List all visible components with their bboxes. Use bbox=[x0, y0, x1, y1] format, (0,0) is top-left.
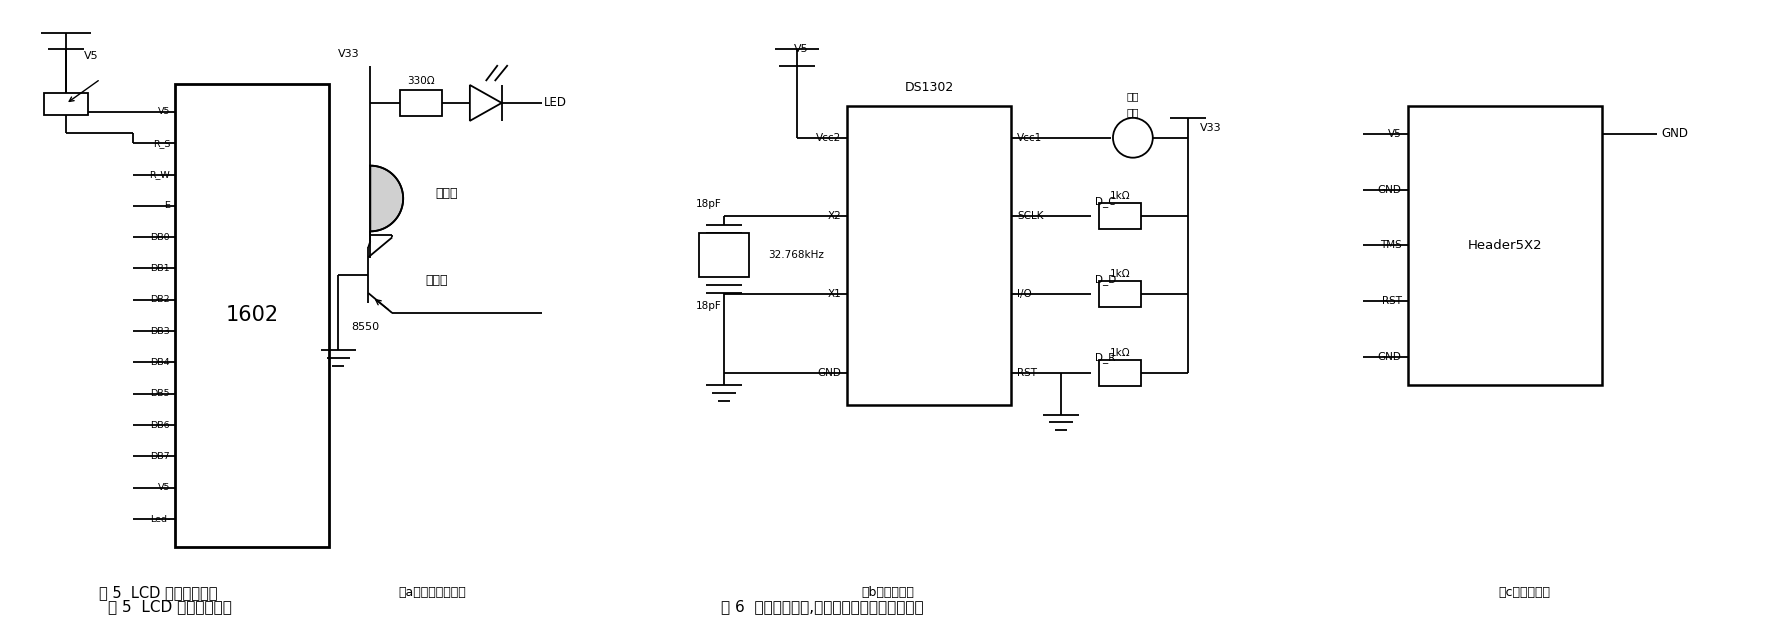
PathPatch shape bbox=[370, 166, 403, 231]
Text: LED: LED bbox=[543, 97, 566, 110]
Text: Led-: Led- bbox=[150, 515, 170, 523]
Text: 18pF: 18pF bbox=[695, 301, 722, 311]
Text: D_C: D_C bbox=[1095, 196, 1116, 206]
Bar bbox=[847, 106, 1012, 405]
Text: 1kΩ: 1kΩ bbox=[1109, 348, 1130, 358]
Text: DB2: DB2 bbox=[150, 295, 170, 304]
Text: GND: GND bbox=[817, 368, 842, 378]
Text: V5: V5 bbox=[83, 51, 99, 61]
Text: X1: X1 bbox=[828, 290, 842, 299]
Text: Header5X2: Header5X2 bbox=[1468, 239, 1543, 252]
Text: 32.768kHz: 32.768kHz bbox=[768, 250, 824, 260]
Text: GND: GND bbox=[1661, 127, 1688, 140]
Text: 蜂鸣器: 蜂鸣器 bbox=[425, 273, 448, 286]
Bar bbox=[1099, 360, 1141, 386]
Text: 330Ω: 330Ω bbox=[407, 76, 435, 86]
Text: X2: X2 bbox=[828, 211, 842, 221]
Text: 图 6  声光提示模块,时钟模块及调试电路原理图: 图 6 声光提示模块,时钟模块及调试电路原理图 bbox=[720, 599, 923, 614]
Text: V5: V5 bbox=[1389, 129, 1401, 139]
Text: 图 5  LCD 显示模块电路: 图 5 LCD 显示模块电路 bbox=[99, 585, 218, 600]
Text: 图 5  LCD 显示模块电路: 图 5 LCD 显示模块电路 bbox=[108, 599, 232, 614]
Text: D_D: D_D bbox=[1095, 274, 1116, 285]
Text: R_W: R_W bbox=[149, 170, 170, 179]
Bar bbox=[1099, 281, 1141, 308]
Text: E: E bbox=[165, 202, 170, 210]
Text: DB3: DB3 bbox=[150, 327, 170, 335]
Text: 1602: 1602 bbox=[226, 306, 280, 326]
Text: V5: V5 bbox=[157, 483, 170, 492]
Text: SCLK: SCLK bbox=[1017, 211, 1044, 221]
Text: 1kΩ: 1kΩ bbox=[1109, 191, 1130, 201]
Text: 蜂鸣器: 蜂鸣器 bbox=[435, 187, 458, 200]
Text: DB7: DB7 bbox=[150, 452, 170, 461]
Text: V5: V5 bbox=[157, 107, 170, 117]
Text: V33: V33 bbox=[1199, 123, 1221, 133]
Text: DB1: DB1 bbox=[150, 264, 170, 273]
Text: GND: GND bbox=[1378, 185, 1401, 195]
Text: DB6: DB6 bbox=[150, 420, 170, 430]
Bar bbox=[175, 84, 329, 547]
Text: RST: RST bbox=[1017, 368, 1037, 378]
Text: 纽扣: 纽扣 bbox=[1127, 91, 1139, 101]
Text: （a）声光提示模块: （a）声光提示模块 bbox=[398, 587, 465, 599]
Text: （b）时钟模块: （b）时钟模块 bbox=[862, 587, 915, 599]
Text: （c）调试电路: （c）调试电路 bbox=[1498, 587, 1551, 599]
Text: Vcc1: Vcc1 bbox=[1017, 133, 1042, 143]
Text: 18pF: 18pF bbox=[695, 199, 722, 209]
Bar bbox=[400, 90, 442, 116]
Text: 8550: 8550 bbox=[352, 322, 379, 332]
Text: I/O: I/O bbox=[1017, 290, 1031, 299]
Text: Vcc2: Vcc2 bbox=[816, 133, 842, 143]
Text: DB4: DB4 bbox=[150, 358, 170, 367]
Bar bbox=[44, 93, 88, 115]
Text: DB5: DB5 bbox=[150, 389, 170, 398]
Bar bbox=[699, 233, 748, 278]
Text: RST: RST bbox=[1382, 296, 1401, 306]
Text: TMS: TMS bbox=[1380, 241, 1401, 250]
Text: DS1302: DS1302 bbox=[904, 81, 953, 94]
Bar bbox=[1408, 106, 1601, 384]
Text: DB0: DB0 bbox=[150, 232, 170, 242]
Text: V33: V33 bbox=[338, 49, 359, 59]
Bar bbox=[1099, 203, 1141, 229]
Text: 电池: 电池 bbox=[1127, 107, 1139, 117]
Text: R_S: R_S bbox=[152, 139, 170, 148]
Text: GND: GND bbox=[1378, 352, 1401, 362]
Text: D_R: D_R bbox=[1095, 352, 1116, 363]
Text: 1kΩ: 1kΩ bbox=[1109, 270, 1130, 280]
Text: V5: V5 bbox=[794, 44, 808, 54]
